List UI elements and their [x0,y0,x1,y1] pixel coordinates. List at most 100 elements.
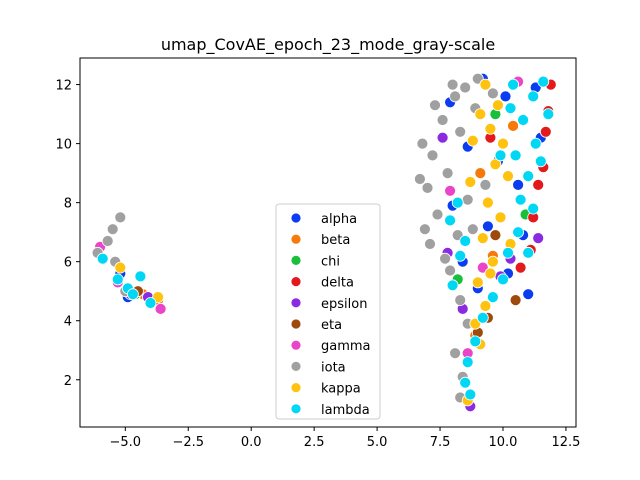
data-point-kappa [497,137,509,150]
x-tick-label: −5.0 [110,435,142,450]
legend-label-kappa: kappa [321,382,361,397]
data-point-iota [486,87,499,100]
data-point-delta [532,178,545,191]
data-point-iota [441,167,454,180]
data-point-beta [507,120,519,132]
data-point-iota [421,181,434,194]
x-tick-label: 0.0 [241,435,262,450]
data-point-lambda [111,273,124,286]
data-point-kappa [489,158,502,171]
data-point-kappa [494,211,507,224]
data-point-kappa [479,300,492,312]
data-point-iota [413,173,426,185]
data-point-iota [454,294,467,307]
legend-label-eta: eta [321,318,342,333]
x-tick-label: 5.0 [367,435,388,450]
legend-label-lambda: lambda [321,403,370,418]
data-point-alpha [481,220,494,233]
data-point-lambda [486,291,499,304]
data-point-lambda [459,235,472,247]
data-point-lambda [529,137,542,150]
data-point-lambda [522,170,535,183]
legend-marker-beta [290,233,302,245]
data-point-lambda [459,376,472,389]
chart-title: umap_CovAE_epoch_23_mode_gray-scale [161,35,495,55]
data-point-iota [106,223,119,236]
legend-label-beta: beta [321,233,350,248]
data-point-kappa [479,78,492,91]
data-point-lambda [509,149,522,162]
axis-ticks: −5.0 −2.5 0.0 2.5 5.0 7.5 10.0 12.5 2 4 6 8 10 12 [55,79,580,450]
data-point-lambda [512,226,524,239]
data-point-lambda [476,311,489,324]
data-point-iota [466,223,479,236]
data-point-lambda [507,78,519,91]
data-point-kappa [486,255,499,268]
data-point-iota [444,264,457,277]
data-point-iota [431,208,444,221]
data-point-lambda [454,249,467,262]
legend-marker-gamma [290,339,302,351]
data-point-gamma [444,184,457,197]
data-point-alpha [522,288,535,301]
x-tick-label: 12.5 [551,435,580,450]
data-point-eta [509,294,522,307]
y-tick-label: 10 [55,138,72,153]
data-point-delta [539,125,552,138]
y-tick-label: 6 [64,256,72,271]
data-point-kappa [481,196,494,209]
data-point-kappa [491,99,504,112]
data-point-kappa [471,276,484,289]
legend-label-iota: iota [321,360,346,375]
data-point-iota [416,137,429,150]
data-point-kappa [476,232,489,245]
data-point-lambda [534,155,547,168]
legend-marker-iota [290,360,302,372]
points-layer [91,72,557,413]
x-tick-label: 2.5 [304,435,325,450]
data-point-epsilon [532,232,545,245]
data-point-lambda [504,102,517,115]
y-tick-label: 2 [64,374,72,389]
data-point-eta [489,229,502,242]
x-tick-label: 7.5 [430,435,451,450]
data-point-kappa [484,122,497,135]
data-point-lambda [134,270,147,283]
legend-marker-chi [290,254,302,266]
data-point-lambda [494,149,507,162]
data-point-kappa [466,134,479,147]
data-point-iota [461,193,474,206]
data-point-lambda [537,75,550,88]
data-point-iota [418,223,431,236]
y-tick-label: 8 [64,197,72,212]
data-point-gamma [154,302,167,315]
data-point-iota [429,99,441,112]
legend-marker-delta [290,276,302,288]
data-point-iota [454,125,467,138]
data-point-lambda [514,193,527,206]
data-point-kappa [502,170,514,183]
data-point-beta [474,167,487,180]
data-point-iota [449,90,462,103]
data-point-delta [514,261,527,274]
data-point-kappa [464,176,477,188]
data-point-alpha [499,90,512,103]
data-point-kappa [114,261,127,274]
legend: alpha beta chi delta epsilon eta gamma iota kapp… [275,203,381,420]
data-point-lambda [461,356,474,369]
legend-marker-lambda [290,403,302,415]
legend-marker-alpha [290,212,302,224]
data-point-iota [459,81,472,94]
legend-label-delta: delta [321,276,354,291]
data-point-lambda [522,246,535,259]
legend-label-chi: chi [321,254,340,269]
y-tick-label: 4 [64,315,72,330]
data-point-lambda [497,273,509,286]
legend-label-epsilon: epsilon [321,297,367,312]
data-point-lambda [451,196,464,209]
data-point-lambda [464,388,477,401]
legend-marker-epsilon [290,297,302,309]
legend-label-gamma: gamma [321,339,371,354]
data-point-lambda [126,288,139,301]
